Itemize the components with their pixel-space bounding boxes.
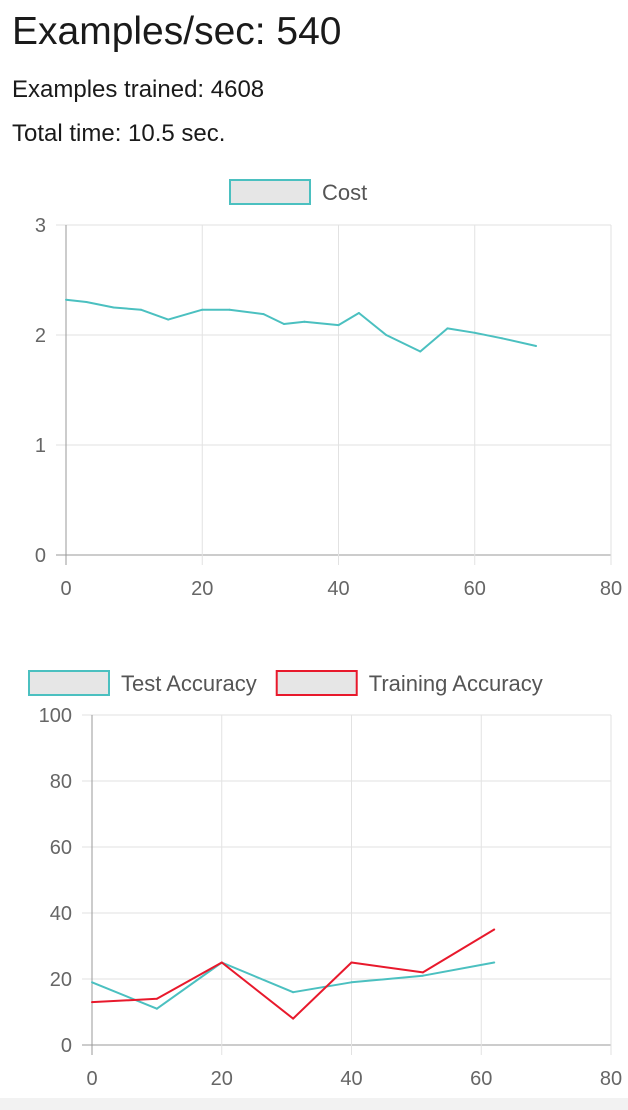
legend-swatch-training-accuracy[interactable] bbox=[275, 670, 358, 696]
series-line-cost bbox=[65, 298, 537, 353]
data-point-test-accuracy bbox=[493, 961, 496, 964]
legend-swatch-test-accuracy[interactable] bbox=[28, 670, 110, 696]
accuracy-y-tick-label: 40 bbox=[50, 903, 72, 925]
series-line-test-accuracy bbox=[91, 961, 495, 1010]
data-point-test-accuracy bbox=[155, 1007, 158, 1010]
data-point-test-accuracy bbox=[91, 981, 93, 984]
cost-y-tick-label: 2 bbox=[35, 325, 46, 347]
data-point-cost bbox=[357, 312, 360, 314]
cost-x-tick-label: 40 bbox=[327, 578, 349, 600]
data-point-cost bbox=[283, 323, 285, 325]
cost-x-tick-label: 80 bbox=[600, 578, 622, 600]
cost-y-tick-label: 0 bbox=[35, 545, 46, 567]
data-point-training-accuracy bbox=[91, 1001, 93, 1004]
accuracy-x-tick-label: 40 bbox=[340, 1068, 362, 1090]
data-point-training-accuracy bbox=[493, 928, 496, 931]
data-point-training-accuracy bbox=[421, 971, 424, 974]
bottom-edge bbox=[0, 1098, 628, 1110]
cost-x-tick-label: 20 bbox=[191, 578, 213, 600]
data-point-test-accuracy bbox=[421, 974, 424, 977]
data-point-cost bbox=[139, 308, 142, 311]
legend-label-cost[interactable]: Cost bbox=[322, 180, 367, 205]
cost-y-tick-label: 3 bbox=[35, 215, 46, 237]
data-point-cost bbox=[419, 350, 422, 353]
data-point-cost bbox=[446, 327, 449, 330]
data-point-training-accuracy bbox=[292, 1017, 295, 1020]
cost-chart: 0 1 2 3 0 20 40 60 80 Cost bbox=[35, 179, 622, 600]
accuracy-y-tick-label: 80 bbox=[50, 771, 72, 793]
data-point-training-accuracy bbox=[350, 961, 353, 964]
data-point-test-accuracy bbox=[292, 991, 295, 994]
data-point-cost bbox=[65, 298, 67, 301]
data-point-cost bbox=[262, 313, 265, 316]
accuracy-x-tick-label: 20 bbox=[211, 1068, 233, 1090]
data-point-cost bbox=[167, 318, 170, 321]
legend-swatch-cost[interactable] bbox=[229, 179, 311, 205]
accuracy-y-tick-label: 20 bbox=[50, 969, 72, 991]
accuracy-y-tick-label: 0 bbox=[61, 1035, 72, 1057]
examples-per-sec-heading: Examples/sec: 540 bbox=[12, 10, 342, 53]
legend-label-test-accuracy[interactable]: Test Accuracy bbox=[121, 671, 257, 696]
data-point-test-accuracy bbox=[350, 981, 353, 984]
data-point-cost bbox=[501, 337, 503, 340]
data-point-cost bbox=[337, 324, 340, 327]
total-time-text: Total time: 10.5 sec. bbox=[12, 120, 226, 147]
cost-y-tick-label: 1 bbox=[35, 435, 46, 457]
examples-trained-text: Examples trained: 4608 bbox=[12, 76, 265, 103]
data-point-training-accuracy bbox=[220, 961, 223, 964]
cost-x-tick-label: 60 bbox=[464, 578, 486, 600]
data-point-cost bbox=[303, 320, 306, 323]
data-point-cost bbox=[201, 308, 204, 311]
data-point-cost bbox=[85, 301, 88, 303]
accuracy-x-tick-label: 0 bbox=[86, 1068, 97, 1090]
accuracy-x-tick-label: 60 bbox=[470, 1068, 492, 1090]
accuracy-chart: 0 20 40 60 80 100 0 20 40 60 80 Test Accuracy Traini… bbox=[28, 670, 622, 1090]
data-point-cost bbox=[473, 331, 476, 334]
data-point-training-accuracy bbox=[155, 997, 158, 1000]
legend-label-training-accuracy[interactable]: Training Accuracy bbox=[369, 671, 543, 696]
data-point-cost bbox=[112, 306, 115, 309]
data-point-cost bbox=[228, 308, 231, 311]
accuracy-y-tick-label: 100 bbox=[39, 705, 72, 727]
data-point-cost bbox=[535, 345, 538, 347]
accuracy-x-tick-label: 80 bbox=[600, 1068, 622, 1090]
accuracy-y-tick-label: 60 bbox=[50, 837, 72, 859]
data-point-cost bbox=[385, 334, 388, 336]
cost-x-tick-label: 0 bbox=[60, 578, 71, 600]
